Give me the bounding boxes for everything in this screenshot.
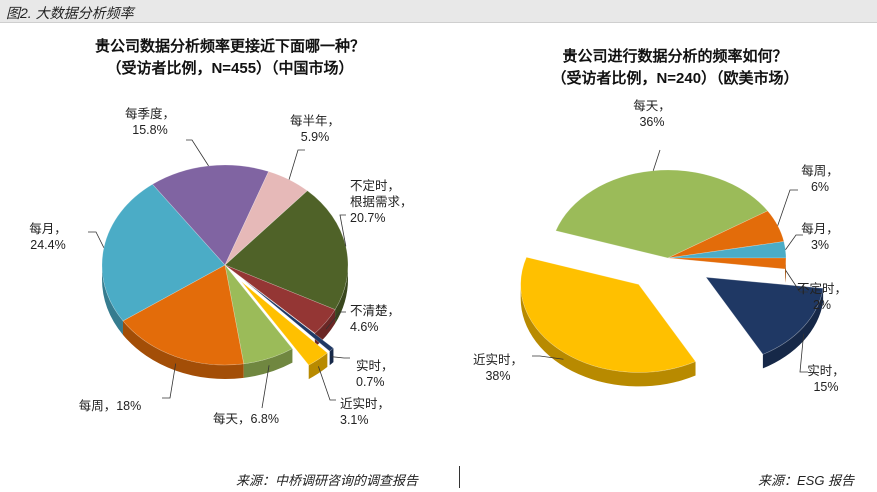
left-pie-chart: 不定时，根据需求， 20.7% 不清楚， 4.6% 实时， 0.7% 近实时， 3.1% 每天，… bbox=[29, 106, 412, 427]
pie-slice bbox=[152, 164, 270, 266]
pie-slice bbox=[224, 264, 293, 365]
leader-line bbox=[261, 365, 270, 409]
pie-slice-side bbox=[329, 348, 334, 366]
leader-line bbox=[785, 270, 808, 293]
pie-slice-side bbox=[335, 265, 348, 324]
leader-line bbox=[331, 356, 350, 359]
leader-line bbox=[785, 234, 803, 250]
pie-slice-side bbox=[122, 320, 244, 379]
pie-slice bbox=[667, 210, 785, 259]
left-chart-title-block: 贵公司数据分析频率更接近下面哪一种？ （受访者比例，N=455）（中国市场） bbox=[40, 36, 420, 80]
pie-slice bbox=[224, 171, 308, 266]
slice-label: 实时， 0.7% bbox=[356, 358, 394, 389]
slice-label: 不定时，根据需求， 20.7% bbox=[350, 178, 413, 225]
leader-line bbox=[88, 231, 105, 248]
leader-line bbox=[652, 149, 661, 171]
leader-line bbox=[777, 189, 798, 226]
slice-label: 不定时， 2% bbox=[797, 281, 847, 312]
pie-slice bbox=[241, 281, 328, 366]
slice-label: 每季度， 15.8% bbox=[125, 106, 175, 137]
leader-line bbox=[339, 214, 347, 247]
slice-label: 每周，18% bbox=[79, 398, 142, 413]
leader-line bbox=[162, 363, 177, 399]
right-chart-title: 贵公司进行数据分析的频率如何？ bbox=[562, 48, 788, 65]
pie-slice-side bbox=[762, 288, 824, 369]
pie-slice-side bbox=[308, 352, 328, 380]
leader-line bbox=[532, 355, 564, 360]
leader-line bbox=[186, 139, 209, 167]
pie-slice-side bbox=[520, 284, 696, 387]
slice-label: 实时， 15% bbox=[807, 363, 845, 394]
slice-label: 每月， 3% bbox=[801, 221, 839, 252]
left-chart-title: 贵公司数据分析频率更接近下面哪一种？ bbox=[94, 38, 365, 55]
slice-label: 每天，6.8% bbox=[213, 411, 279, 426]
right-chart-subtitle: （受访者比例，N=240）（欧美市场） bbox=[551, 70, 799, 87]
slice-label: 每周， 6% bbox=[801, 163, 839, 194]
left-chart-subtitle: （受访者比例，N=455）（中国市场） bbox=[106, 60, 354, 77]
pie-slice bbox=[243, 279, 334, 352]
figure-title-bar: 图2. 大数据分析频率 bbox=[0, 0, 877, 23]
source-divider bbox=[459, 466, 460, 488]
leader-line bbox=[318, 366, 336, 401]
right-chart-title-block: 贵公司进行数据分析的频率如何？ （受访者比例，N=240）（欧美市场） bbox=[490, 46, 860, 90]
pie-slice bbox=[667, 257, 787, 270]
leader-line bbox=[325, 311, 346, 330]
right-pie-chart: 每天， 36% 每周， 6% 每月， 3% 不定时， 2% 实时， 15% 近实时， 38% bbox=[473, 98, 847, 394]
pie-slice-side bbox=[102, 265, 123, 335]
slice-label: 每半年， 5.9% bbox=[290, 113, 340, 144]
slice-label: 近实时， 3.1% bbox=[340, 396, 390, 427]
pie-slice bbox=[101, 183, 226, 322]
slice-label: 每天， 36% bbox=[633, 98, 671, 129]
pie-slice bbox=[705, 276, 824, 355]
leader-line bbox=[799, 333, 808, 373]
pie-slice bbox=[520, 256, 696, 373]
slice-label: 不清楚， 4.6% bbox=[350, 304, 400, 334]
source-right: 来源：ESG 报告 bbox=[758, 473, 855, 488]
slice-label: 近实时， 38% bbox=[473, 352, 523, 383]
figure-title: 图2. 大数据分析频率 bbox=[6, 5, 134, 21]
source-left: 来源：中桥调研咨询的调查报告 bbox=[236, 473, 419, 488]
slice-label: 每月， 24.4% bbox=[29, 221, 67, 252]
pie-slice bbox=[122, 264, 245, 366]
pie-slice-side bbox=[785, 258, 786, 284]
pie-slice bbox=[224, 264, 336, 334]
pie-slice-side bbox=[243, 348, 293, 378]
leader-line bbox=[288, 149, 305, 180]
pie-slice bbox=[224, 190, 349, 311]
